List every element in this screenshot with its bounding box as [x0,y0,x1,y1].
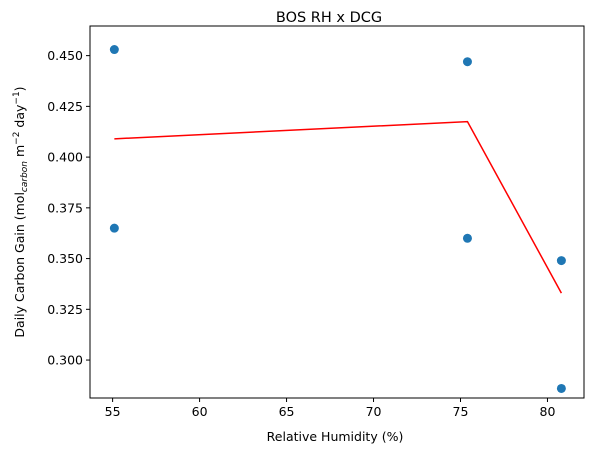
y-tick-label: 0.425 [47,99,83,114]
y-tick-label: 0.450 [47,48,83,63]
x-tick-label: 55 [105,404,121,419]
y-axis-ticks: 0.300 0.325 0.350 0.375 0.400 0.425 0.450 [47,48,90,368]
x-tick-label: 60 [192,404,208,419]
trend-line [114,120,563,294]
data-point-2 [109,223,119,233]
axes-frame [89,25,585,399]
y-tick-label: 0.300 [47,353,83,368]
data-point-1 [109,45,119,55]
data-point-6 [556,383,566,393]
x-tick-label: 75 [453,404,469,419]
chart-title: BOS RH x DCG [276,10,382,26]
y-label-sup1: −2 [12,132,22,145]
y-label-sub: carbon [20,161,30,192]
x-tick-label: 80 [540,404,556,419]
data-point-4 [462,233,472,243]
y-axis-label: Daily Carbon Gain (molcarbon m−2 day−1) [12,86,30,337]
data-point-3 [462,57,472,67]
y-label-prefix: Daily Carbon Gain (mol [12,192,27,338]
y-tick-label: 0.375 [47,200,83,215]
x-axis-ticks: 55 60 65 70 75 80 [105,398,556,419]
y-label-middle: m [12,145,27,161]
y-label-middle2: day [12,104,27,132]
y-tick-label: 0.350 [47,251,83,266]
y-label-sup2: −1 [12,91,22,104]
x-axis-label: Relative Humidity (%) [267,429,404,444]
x-tick-label: 65 [279,404,295,419]
data-point-5 [556,256,566,266]
x-tick-label: 70 [366,404,382,419]
y-label-suffix: ) [12,86,27,91]
y-tick-label: 0.400 [47,150,83,165]
plot-area [109,45,566,393]
y-tick-label: 0.325 [47,302,83,317]
